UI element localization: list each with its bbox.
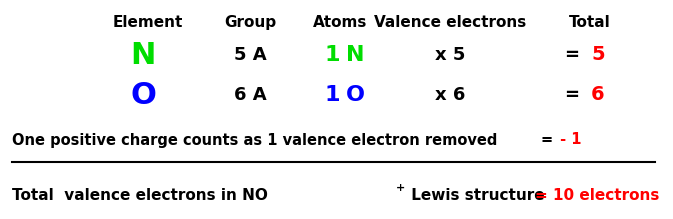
Text: Total: Total [569,15,611,30]
Text: Atoms: Atoms [313,15,367,30]
Text: N: N [346,45,364,65]
Text: +: + [396,183,405,193]
Text: 6: 6 [591,85,605,104]
Text: O: O [345,85,365,105]
Text: One positive charge counts as 1 valence electron removed: One positive charge counts as 1 valence … [12,132,497,148]
Text: =: = [565,46,579,64]
Text: x 6: x 6 [435,86,465,104]
Text: Valence electrons: Valence electrons [374,15,526,30]
Text: =: = [565,86,579,104]
Text: 5: 5 [591,46,605,65]
Text: Element: Element [113,15,183,30]
Text: Total  valence electrons in NO: Total valence electrons in NO [12,187,268,203]
Text: Group: Group [224,15,276,30]
Text: x 5: x 5 [435,46,465,64]
Text: O: O [130,81,156,110]
Text: Lewis structure: Lewis structure [406,187,550,203]
Text: 1: 1 [324,85,340,105]
Text: 6 A: 6 A [234,86,267,104]
Text: - 1: - 1 [555,132,581,148]
Text: =: = [540,132,552,148]
Text: = 10 electrons: = 10 electrons [535,187,660,203]
Text: 1: 1 [324,45,340,65]
Text: 5 A: 5 A [234,46,267,64]
Text: N: N [131,41,155,69]
